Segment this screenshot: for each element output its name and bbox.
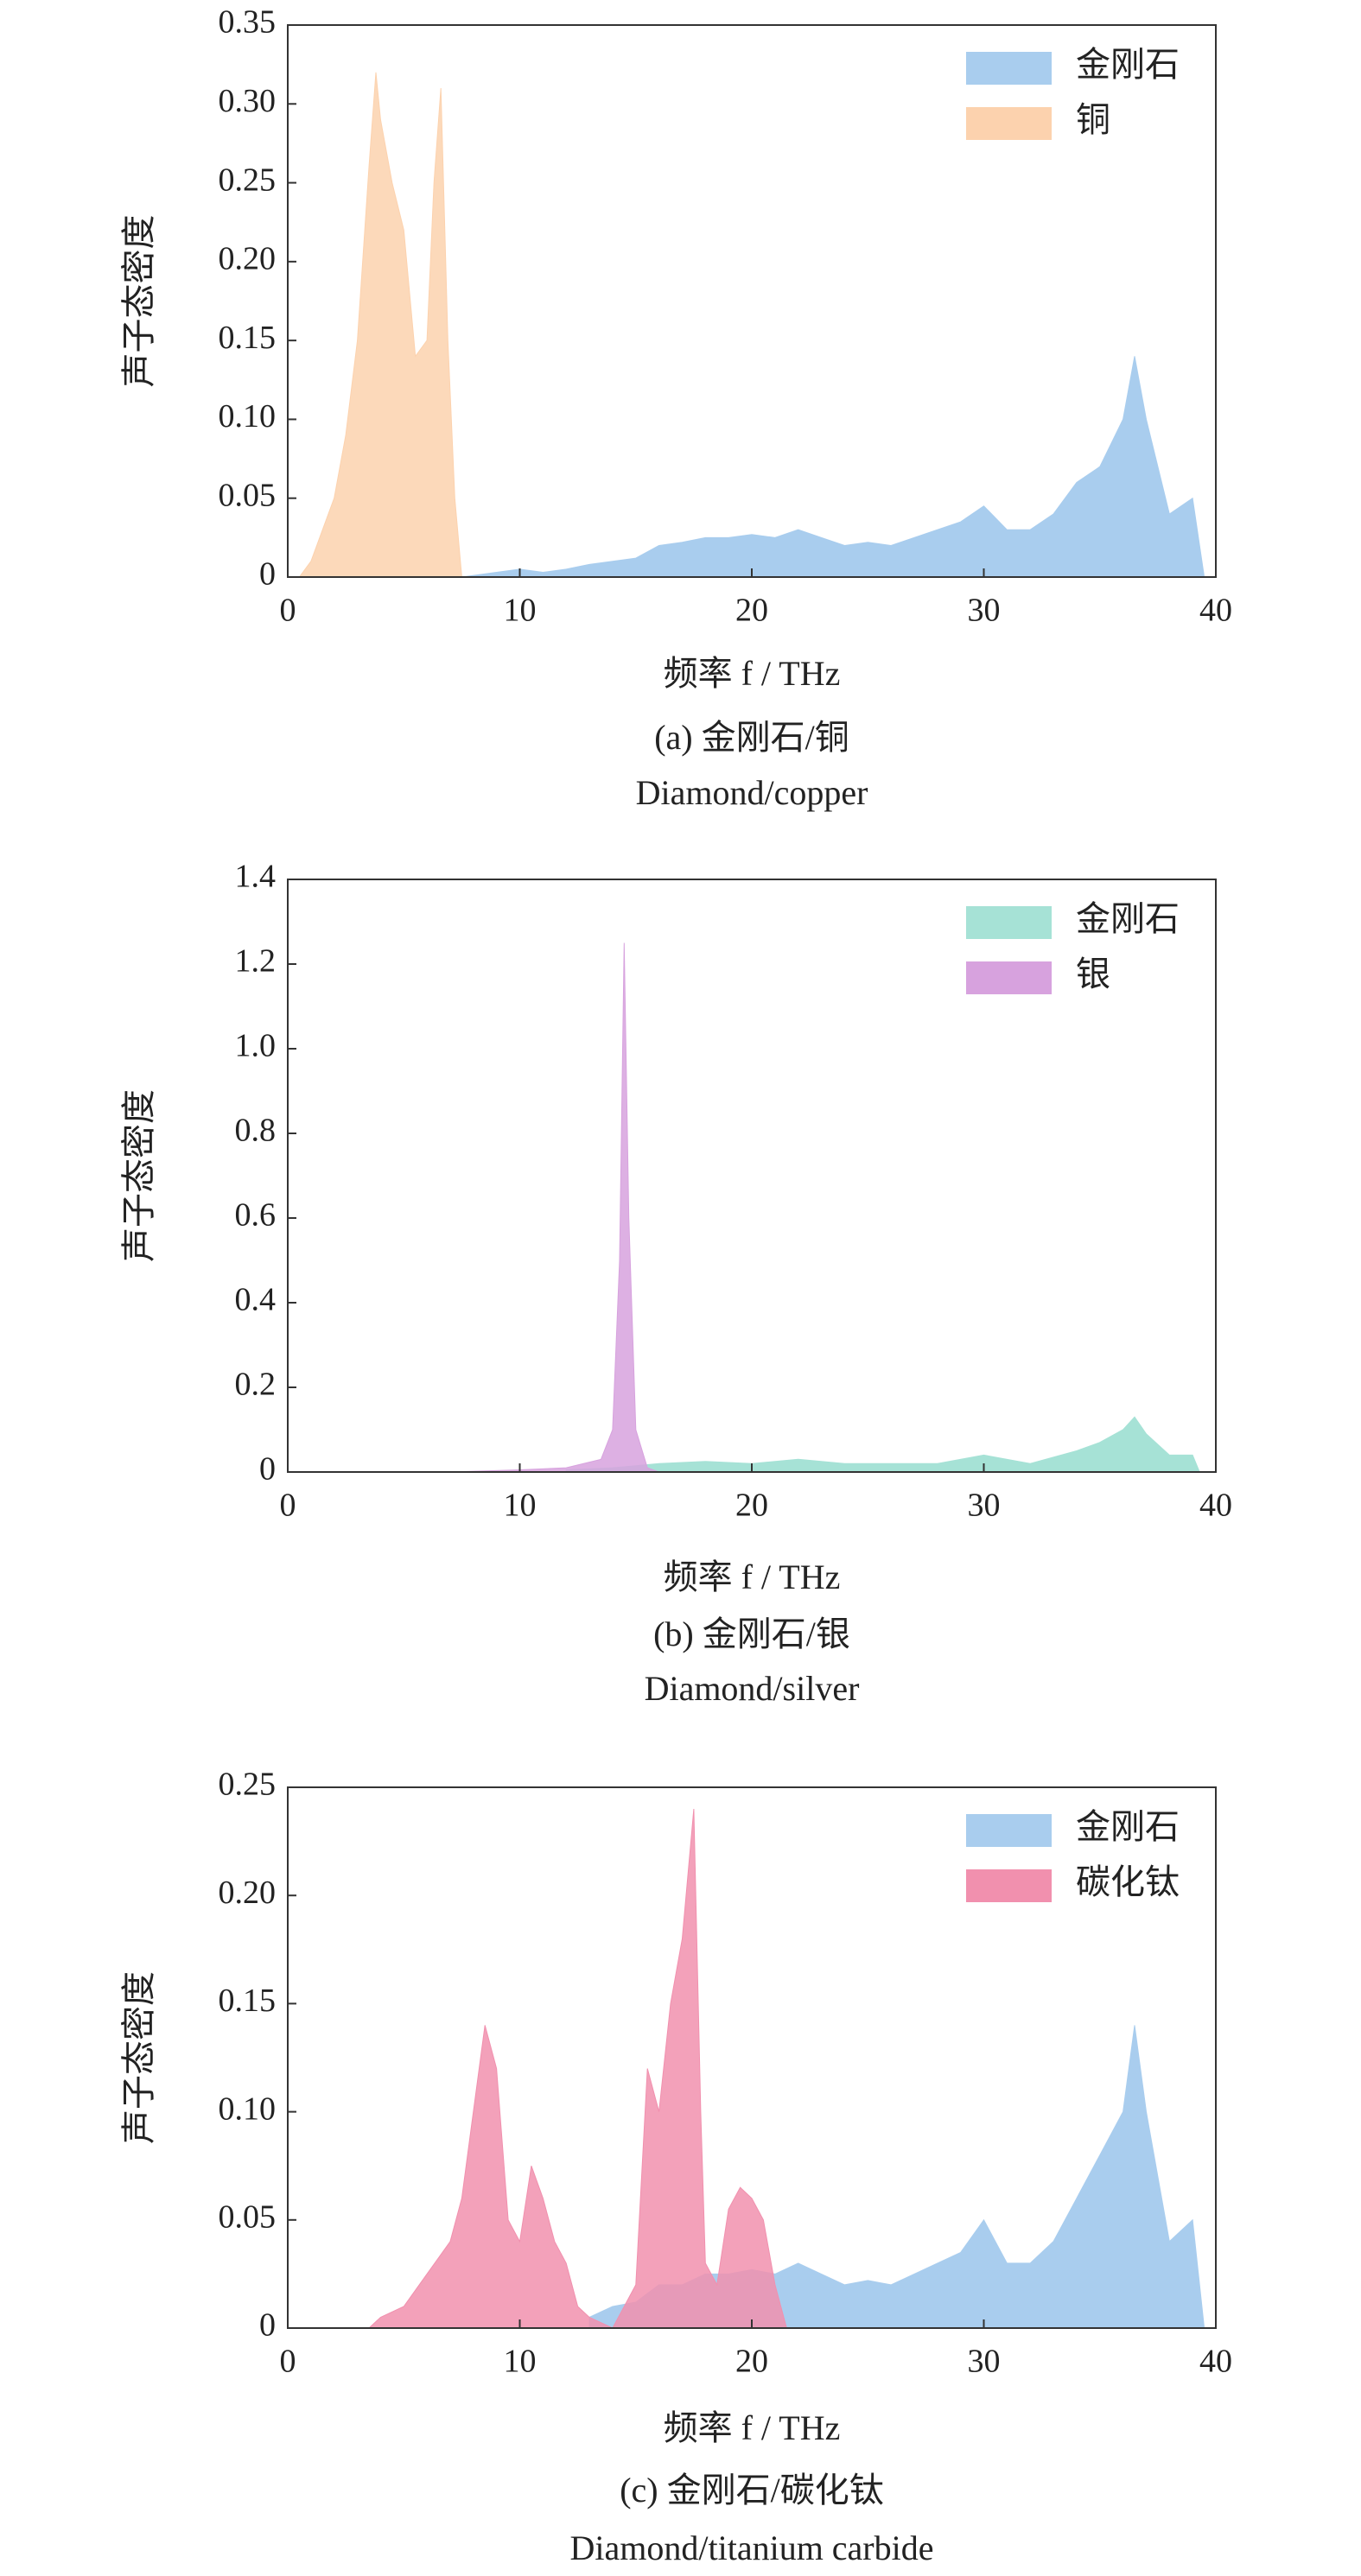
- y-tick-label: 1.2: [235, 943, 277, 980]
- x-tick-label: 20: [735, 593, 768, 629]
- y-tick-label: 0.15: [219, 1983, 277, 2019]
- x-tick-label: 40: [1199, 593, 1232, 629]
- legend-label: 银: [1076, 955, 1110, 993]
- caption: (a) 金刚石/铜: [654, 718, 849, 757]
- y-tick-label: 0: [259, 1451, 276, 1488]
- y-tick-label: 0.2: [235, 1367, 277, 1403]
- legend-label: 碳化钛: [1076, 1862, 1180, 1901]
- area: [298, 72, 462, 578]
- y-tick-label: 0.8: [235, 1113, 277, 1149]
- legend-label: 金刚石: [1076, 1807, 1180, 1846]
- y-tick-label: 1.0: [235, 1028, 277, 1064]
- x-tick-label: 0: [280, 1488, 296, 1524]
- y-tick-label: 0.25: [219, 162, 277, 198]
- area: [565, 1416, 1200, 1473]
- caption-en: Diamond/silver: [645, 1669, 860, 1708]
- y-tick-label: 0.35: [219, 4, 277, 41]
- area: [461, 356, 1205, 578]
- y-tick-label: 0: [259, 2307, 276, 2344]
- x-tick-label: 0: [280, 593, 296, 629]
- y-tick-label: 0.20: [219, 1875, 277, 1911]
- y-tick-label: 0: [259, 556, 276, 593]
- y-tick-label: 0.05: [219, 2199, 277, 2236]
- caption: (c) 金刚石/碳化钛: [620, 2471, 884, 2509]
- x-tick-label: 40: [1199, 2344, 1232, 2380]
- x-axis-label: 频率 f / THz: [664, 1558, 841, 1596]
- x-tick-label: 40: [1199, 1488, 1232, 1524]
- x-tick-label: 10: [504, 2344, 537, 2380]
- y-tick-label: 0.20: [219, 241, 277, 277]
- caption: (b) 金刚石/银: [653, 1615, 850, 1653]
- x-tick-label: 20: [735, 2344, 768, 2380]
- x-tick-label: 10: [504, 593, 537, 629]
- x-tick-label: 20: [735, 1488, 768, 1524]
- y-tick-label: 0.30: [219, 83, 277, 119]
- caption-en: Diamond/copper: [636, 773, 868, 812]
- y-tick-label: 0.4: [235, 1282, 277, 1318]
- y-tick-label: 0.15: [219, 320, 277, 356]
- x-axis-label: 频率 f / THz: [664, 2408, 841, 2447]
- y-tick-label: 0.25: [219, 1767, 277, 1803]
- y-tick-label: 0.10: [219, 2091, 277, 2127]
- legend-swatch: [966, 961, 1052, 994]
- x-axis-label: 频率 f / THz: [664, 654, 841, 693]
- y-tick-label: 0.6: [235, 1197, 277, 1234]
- y-axis-label: 声子态密度: [119, 215, 158, 388]
- area: [367, 1808, 787, 2329]
- y-tick-label: 0.10: [219, 398, 277, 435]
- y-tick-label: 0.05: [219, 477, 277, 513]
- x-tick-label: 30: [968, 593, 1001, 629]
- legend-label: 金刚石: [1076, 899, 1180, 938]
- x-tick-label: 0: [280, 2344, 296, 2380]
- x-tick-label: 10: [504, 1488, 537, 1524]
- legend-label: 金刚石: [1076, 45, 1180, 84]
- y-axis-label: 声子态密度: [119, 1971, 158, 2144]
- caption-en: Diamond/titanium carbide: [570, 2528, 934, 2567]
- x-tick-label: 30: [968, 2344, 1001, 2380]
- legend-swatch: [966, 1869, 1052, 1902]
- legend-swatch: [966, 1814, 1052, 1847]
- legend-swatch: [966, 107, 1052, 140]
- legend-swatch: [966, 906, 1052, 939]
- area: [449, 942, 659, 1473]
- legend-label: 铜: [1076, 100, 1110, 139]
- y-axis-label: 声子态密度: [119, 1089, 158, 1262]
- y-tick-label: 1.4: [235, 859, 277, 895]
- x-tick-label: 30: [968, 1488, 1001, 1524]
- legend-swatch: [966, 52, 1052, 85]
